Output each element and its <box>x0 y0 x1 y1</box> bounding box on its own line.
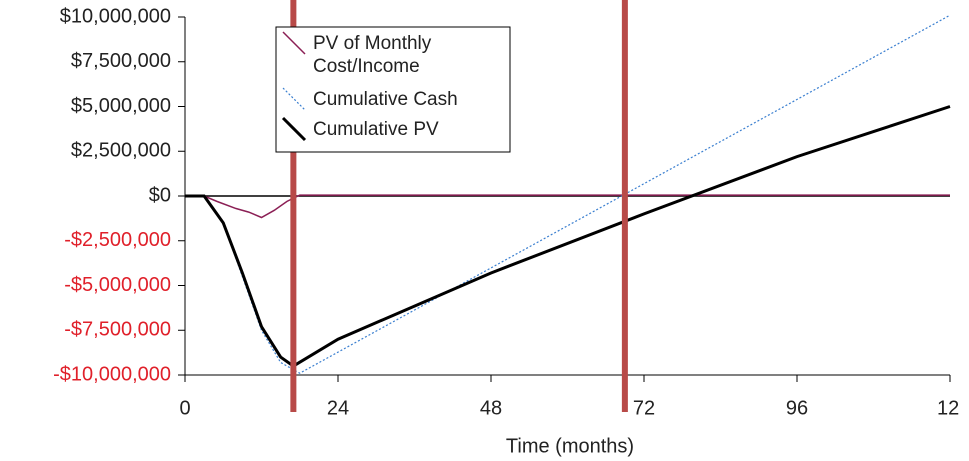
legend-swatch <box>282 31 306 55</box>
y-tick-label: $7,500,000 <box>71 50 171 72</box>
y-tick-label: $10,000,000 <box>60 5 171 27</box>
x-tick-label: 96 <box>786 397 808 419</box>
x-tick-label: 24 <box>327 397 349 419</box>
x-tick-label: 72 <box>633 397 655 419</box>
legend-swatch <box>282 87 306 111</box>
legend: PV of Monthly Cost/Income Cumulative Cash C… <box>275 26 511 153</box>
legend-label: PV of Monthly Cost/Income <box>313 33 432 77</box>
x-tick-label: 0 <box>179 397 190 419</box>
x-tick-label: 12 <box>937 397 959 419</box>
y-tick-label: -$2,500,000 <box>64 229 171 251</box>
y-tick-label: $0 <box>149 184 171 206</box>
series-line <box>185 105 951 368</box>
legend-label: Cumulative Cash <box>313 89 458 110</box>
legend-label: Cumulative PV <box>313 119 439 140</box>
y-tick-label: -$5,000,000 <box>64 274 171 296</box>
y-tick-label: $2,500,000 <box>71 140 171 162</box>
y-tick-label: -$7,500,000 <box>64 319 171 341</box>
legend-swatch <box>281 116 307 142</box>
legend-box <box>275 26 511 153</box>
x-axis-label: Time (months) <box>506 435 634 457</box>
y-tick-label: $5,000,000 <box>71 95 171 117</box>
y-tick-label: -$10,000,000 <box>53 363 171 385</box>
x-tick-label: 48 <box>480 397 502 419</box>
series-line <box>185 194 950 219</box>
